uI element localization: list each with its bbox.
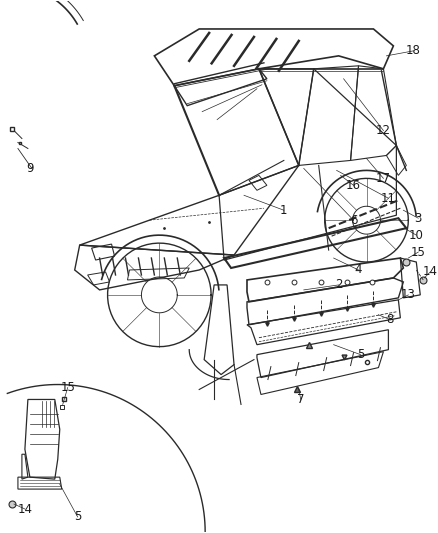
Text: 15: 15 [411, 246, 426, 259]
Text: 14: 14 [18, 503, 32, 515]
Text: 3: 3 [415, 212, 422, 225]
Text: 11: 11 [381, 192, 396, 205]
Text: 9: 9 [26, 162, 34, 175]
Text: 5: 5 [357, 348, 364, 361]
Text: 13: 13 [401, 288, 416, 301]
Text: 7: 7 [297, 393, 304, 406]
Text: 1: 1 [280, 204, 288, 217]
Text: 14: 14 [423, 265, 438, 278]
Text: 17: 17 [376, 172, 391, 185]
Text: 5: 5 [74, 511, 81, 523]
Text: 2: 2 [335, 278, 343, 292]
Text: 15: 15 [60, 381, 75, 394]
Text: 12: 12 [376, 124, 391, 137]
Text: 6: 6 [350, 214, 357, 227]
Text: 18: 18 [406, 44, 421, 58]
Text: 16: 16 [346, 179, 361, 192]
Text: 8: 8 [387, 313, 394, 326]
Text: 4: 4 [355, 263, 362, 277]
Text: 10: 10 [409, 229, 424, 241]
